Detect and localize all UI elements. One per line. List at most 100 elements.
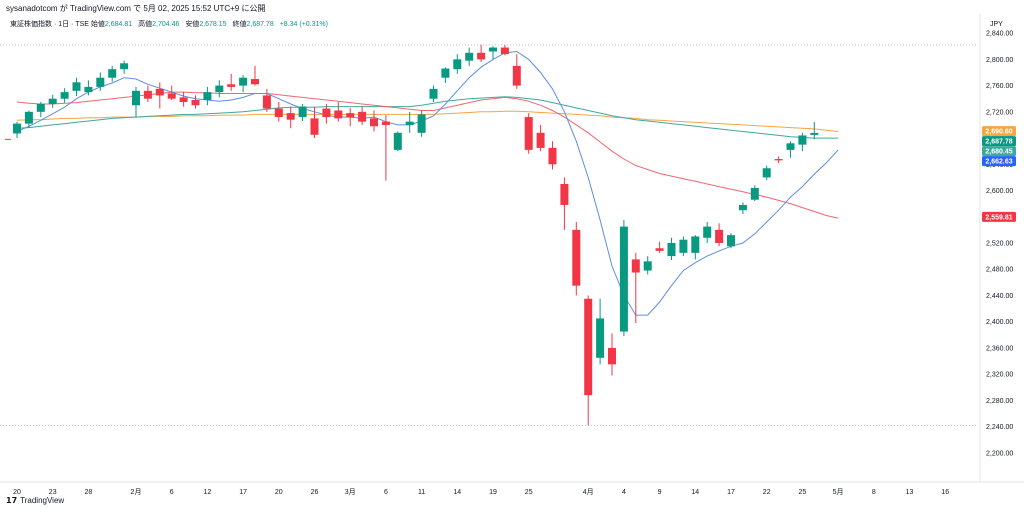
candle-body — [489, 47, 497, 52]
candle-body — [48, 98, 57, 104]
candle-body — [631, 259, 640, 273]
x-tick-label: 11 — [418, 489, 425, 496]
candle-body — [429, 88, 438, 99]
x-tick-label: 14 — [453, 489, 461, 496]
y-tick-label: 2,600.00 — [986, 188, 1013, 195]
candle-body — [334, 110, 343, 119]
y-tick-label: 2,760.00 — [986, 83, 1013, 90]
y-tick-label: 2,440.00 — [986, 293, 1013, 300]
candle-body — [715, 229, 724, 243]
candle-body — [286, 113, 295, 120]
candle-body — [393, 132, 402, 150]
y-tick-label: 2,840.00 — [986, 31, 1013, 38]
candle-body — [215, 85, 224, 93]
candle-body — [786, 143, 795, 150]
x-tick-label: 28 — [85, 489, 93, 496]
x-tick-label: 17 — [239, 489, 247, 496]
x-tick-label: 6 — [170, 489, 174, 496]
candle-body — [619, 226, 628, 332]
tradingview-brand[interactable]: 𝟭𝟳 TradingView — [6, 496, 64, 505]
tradingview-logo-icon: 𝟭𝟳 — [6, 496, 18, 505]
candle-body — [227, 84, 236, 87]
y-tick-label: 2,200.00 — [986, 450, 1013, 457]
candle-body — [179, 97, 188, 102]
candle-body — [441, 68, 450, 78]
candle-body — [251, 79, 259, 85]
candle-body — [108, 69, 117, 78]
x-tick-label: 17 — [727, 489, 735, 496]
candle-body — [465, 52, 474, 61]
x-tick-label: 6 — [384, 489, 388, 496]
candle-body — [738, 204, 747, 211]
candle-body — [512, 65, 521, 86]
candle-body — [524, 117, 533, 150]
high-label: 高値 — [138, 21, 153, 28]
brand-label: TradingView — [20, 496, 65, 505]
candle-body — [703, 226, 712, 238]
y-tick-label: 2,240.00 — [986, 424, 1013, 431]
y-tick-label: 2,800.00 — [986, 57, 1013, 64]
price-tag — [982, 156, 1016, 167]
candle-body — [417, 114, 426, 133]
candle-body — [60, 92, 69, 99]
candle-body — [381, 121, 390, 125]
candle-body — [750, 187, 759, 200]
candle-body — [370, 118, 378, 127]
candle-body — [727, 235, 735, 247]
candle-body — [810, 132, 819, 135]
x-tick-label: 2月 — [131, 488, 142, 496]
change-value: +8.34 (+0.31%) — [279, 21, 328, 28]
y-tick-label: 2,360.00 — [986, 345, 1013, 352]
candle-body — [500, 47, 509, 55]
ma-fast-line — [16, 50, 839, 316]
candle-body — [262, 95, 271, 109]
x-tick-label: 19 — [489, 489, 497, 496]
x-tick-label: 20 — [275, 489, 283, 496]
symbol-name: 東証株価指数 · 1日 · TSE — [10, 21, 89, 28]
candle-body — [691, 236, 700, 253]
chart-area[interactable]: JPY 2,200.00 2,240.00 2,280.00 2,320.00 2,360… — [0, 14, 1024, 496]
candle-body — [405, 121, 414, 125]
candle-body — [155, 88, 164, 96]
y-tick-label: 2,720.00 — [986, 109, 1013, 116]
chart-header: sysanadotcom が TradingView.com で 5月 02, … — [0, 0, 1024, 14]
x-tick-label: 12 — [204, 489, 212, 496]
y-tick-label: 2,480.00 — [986, 267, 1013, 274]
candle-body — [72, 82, 81, 91]
candle-body — [143, 90, 152, 99]
x-tick-label: 3月 — [345, 488, 356, 496]
x-tick-label: 26 — [311, 489, 319, 496]
price-tag-label: 2,687.78 — [985, 139, 1012, 146]
price-tag-label: 2,680.45 — [985, 149, 1012, 156]
candle-body — [13, 123, 21, 134]
x-tick-label: 4 — [622, 489, 626, 496]
candle-body — [536, 132, 545, 148]
y-tick-label: 2,400.00 — [986, 319, 1013, 326]
price-tag — [982, 136, 1016, 147]
high-value: 2,704.46 — [152, 21, 180, 28]
price-tag — [982, 211, 1016, 222]
candle-body — [298, 106, 307, 118]
candle-body — [310, 118, 319, 135]
candle-body — [191, 100, 200, 106]
candle-body — [239, 77, 248, 86]
price-tag — [982, 126, 1016, 137]
price-tag — [982, 146, 1016, 157]
publish-caption: sysanadotcom が TradingView.com で 5月 02, … — [6, 4, 266, 13]
open-label: 始値 — [90, 21, 105, 28]
x-tick-label: 20 — [13, 489, 21, 496]
candle-body — [24, 111, 33, 124]
candle-body — [120, 63, 129, 70]
candle-body — [608, 347, 616, 365]
candlestick-chart[interactable]: JPY 2,200.00 2,240.00 2,280.00 2,320.00 2,360… — [0, 14, 1024, 496]
candle-body — [798, 135, 807, 145]
candle-body — [203, 92, 212, 101]
candle-body — [96, 77, 105, 87]
candle-body — [774, 159, 783, 161]
close-label: 終値 — [232, 21, 247, 28]
candle-body — [596, 318, 605, 358]
x-tick-label: 25 — [799, 489, 807, 496]
candle-body — [322, 108, 331, 118]
candle-body — [679, 239, 688, 253]
candle-body — [36, 103, 45, 112]
